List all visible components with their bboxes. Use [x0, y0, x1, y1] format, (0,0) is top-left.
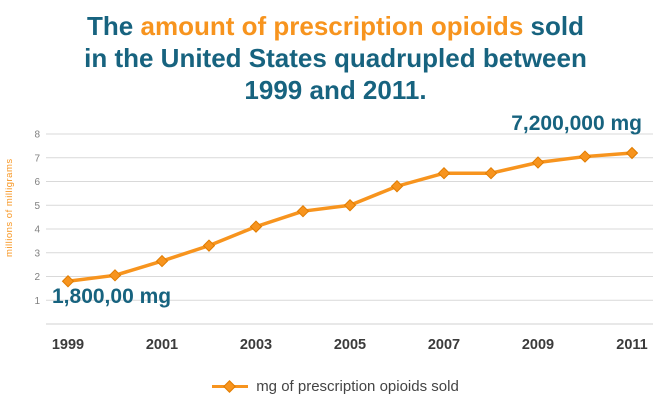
svg-text:8: 8 — [34, 130, 40, 141]
svg-text:2005: 2005 — [334, 337, 366, 353]
svg-text:2: 2 — [34, 272, 40, 283]
legend-diamond-icon — [223, 380, 237, 393]
legend-label: mg of prescription opioids sold — [256, 378, 459, 395]
line-chart: 1 2 3 4 5 6 7 8 1999 2001 2003 2005 2007 2009 2011 — [34, 130, 653, 353]
svg-text:5: 5 — [34, 201, 40, 212]
svg-text:2009: 2009 — [522, 337, 554, 353]
legend-diamond-line-icon — [212, 380, 249, 393]
legend: mg of prescription opioids sold — [0, 378, 671, 395]
svg-text:2003: 2003 — [240, 337, 272, 353]
svg-text:4: 4 — [34, 225, 40, 236]
chart-title: The amount of prescription opioids sold … — [76, 10, 596, 107]
y-axis-label: millions of milligrams — [4, 158, 15, 258]
svg-text:2011: 2011 — [616, 337, 647, 353]
title-pre: The — [87, 11, 141, 41]
svg-text:1999: 1999 — [52, 337, 84, 353]
title-highlight: amount of prescription opioids — [140, 11, 524, 41]
svg-text:2007: 2007 — [428, 337, 460, 353]
annotation-min-value: 1,800,00 mg — [52, 285, 172, 308]
svg-text:3: 3 — [34, 248, 40, 259]
title-post: sold in the United States quadrupled bet… — [84, 11, 587, 106]
chart-area: 1 2 3 4 5 6 7 8 1999 2001 2003 2005 2007 2009 2011 — [0, 110, 671, 360]
svg-text:7: 7 — [34, 153, 40, 164]
svg-text:2001: 2001 — [146, 337, 178, 353]
svg-text:1: 1 — [34, 296, 40, 307]
svg-text:6: 6 — [34, 177, 40, 188]
annotation-max-value: 7,200,000 mg — [511, 112, 642, 135]
